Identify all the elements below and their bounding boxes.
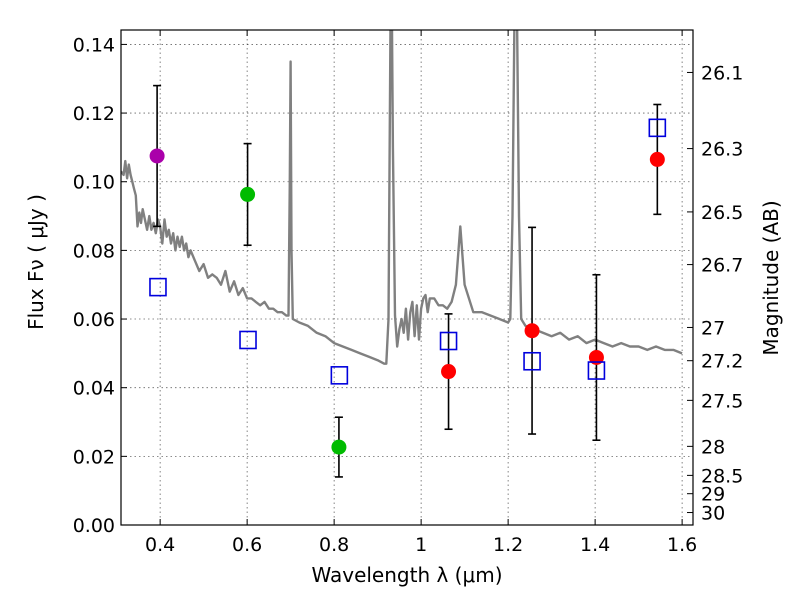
model-point: [330, 366, 349, 385]
y-tick-label: 0.06: [73, 309, 115, 331]
data-point-near-infrared: [441, 364, 457, 380]
axis-layer: 0.4 0.6 0.8 1 1.2 1.4 1.6 0.00 0.02 0.04 0.06 0.08 0…: [73, 30, 743, 556]
right-tick-label: 26.7: [701, 255, 743, 277]
right-tick-label: 27.5: [701, 390, 743, 412]
x-tick-label: 0.6: [232, 534, 262, 556]
x-tick-label: 0.8: [319, 534, 349, 556]
y-tick-label: 0.00: [73, 515, 115, 537]
x-axis-title: Wavelength λ (μm): [311, 563, 502, 587]
data-point-near-infrared: [524, 323, 540, 339]
model-point: [149, 277, 167, 297]
data-point-near-infrared: [649, 151, 665, 167]
right-tick-label: 27: [701, 317, 725, 339]
y-axis-title: Flux Fν ( μJy ): [24, 194, 48, 330]
y-tick-label: 0.10: [73, 172, 115, 194]
gridlines: [121, 30, 693, 526]
right-tick-label: 27.2: [701, 351, 743, 373]
model-point: [239, 330, 257, 350]
right-tick-label: 29: [701, 484, 725, 506]
model-point: [587, 361, 606, 380]
y-tick-label: 0.14: [73, 34, 115, 56]
spectrum-line: [121, 30, 683, 365]
marker-layer: [149, 118, 667, 455]
right-tick-label: 26.1: [701, 62, 743, 84]
y-tick-label: 0.08: [73, 240, 115, 262]
model-point: [439, 331, 458, 351]
data-point-f435w: [149, 148, 165, 164]
x-tick-label: 1: [415, 534, 427, 556]
spectrum-layer: [121, 30, 683, 365]
right-tick-label: 28.5: [701, 465, 743, 487]
right-tick-label: 26.5: [701, 202, 743, 224]
x-tick-label: 1.2: [493, 534, 523, 556]
y-tick-label: 0.02: [73, 446, 115, 468]
model-point: [523, 351, 541, 371]
y-axis-title-right: Magnitude (AB): [759, 200, 783, 355]
data-point-optical: [331, 439, 347, 455]
right-tick-label: 28: [701, 436, 725, 458]
plot-frame: [120, 29, 694, 526]
y-tick-label: 0.12: [73, 103, 115, 125]
x-tick-label: 0.4: [145, 534, 175, 556]
right-tick-label: 26.3: [701, 139, 743, 161]
model-point: [648, 118, 667, 138]
right-tick-label: 30: [701, 503, 725, 525]
data-point-optical: [240, 186, 256, 202]
y-tick-label: 0.04: [73, 378, 115, 400]
x-tick-label: 1.6: [667, 534, 697, 556]
x-tick-label: 1.4: [580, 534, 610, 556]
